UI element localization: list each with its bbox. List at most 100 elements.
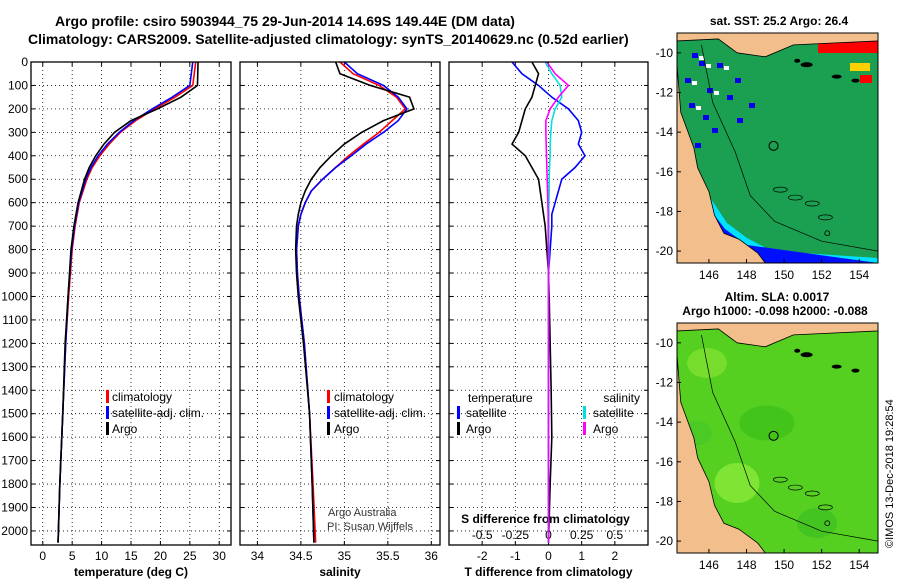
diff-legend-t-satellite: satellite — [466, 406, 507, 420]
reference-marker — [824, 230, 831, 237]
diff-legend-s-satellite: satellite — [593, 406, 634, 420]
land-queensland — [677, 64, 766, 263]
depth-tick-label: 1200 — [1, 336, 28, 350]
top-x-tick-label: 0.5 — [606, 528, 623, 542]
map-y-tick-label: -20 — [656, 534, 674, 548]
diff-legend-t-argo: Argo — [466, 422, 492, 436]
sal-legend: climatology satellite-adj. clim. Argo — [327, 390, 426, 436]
salinity-panel: 34 34.5 35 35.5 36 salinity — [239, 61, 441, 579]
depth-tick-label: 1800 — [1, 477, 28, 491]
map-y-tick-label: -16 — [656, 165, 674, 179]
map-x-tick-label: 152 — [812, 558, 832, 572]
temperature-panel: 0100200300400500600700800900100011001200… — [1, 55, 232, 579]
sla-map-title2: Argo h1000: -0.098 h2000: -0.088 — [682, 304, 868, 318]
map-y-tick-label: -16 — [656, 455, 674, 469]
depth-tick-label: 1300 — [1, 360, 28, 374]
data-gap-pixel — [692, 81, 697, 85]
legend-argo-swatch — [327, 422, 330, 435]
map-content — [677, 323, 878, 553]
temp-legend-climatology: climatology — [112, 390, 172, 404]
map-x-tick-label: 146 — [699, 558, 719, 572]
depth-tick-label: 500 — [8, 172, 28, 186]
data-gap-pixel — [749, 103, 755, 108]
difference-panel: -2 -1 0 1 2-0.5 -0.25 0 0.25 0.5S difference fro… — [448, 61, 649, 579]
map-frame — [676, 32, 879, 264]
series-line-s-satellite — [544, 61, 563, 543]
reef-contour — [818, 214, 833, 221]
island — [831, 74, 842, 79]
x-tick-label: 15 — [124, 549, 138, 563]
header-line2: Climatology: CARS2009. Satellite-adjuste… — [28, 31, 629, 47]
reef-contour — [787, 194, 803, 201]
x-axis-label: salinity — [319, 565, 361, 579]
series-line-t-argo — [511, 61, 553, 543]
depth-tick-label: 1600 — [1, 430, 28, 444]
header-line1: Argo profile: csiro 5903944_75 29-Jun-20… — [55, 13, 515, 29]
data-gap-pixel — [712, 128, 718, 133]
data-gap-pixel — [699, 61, 705, 66]
depth-tick-label: 700 — [8, 219, 28, 233]
reef-contour — [772, 186, 788, 193]
depth-tick-label: 2000 — [1, 524, 28, 538]
map-x-tick-label: 154 — [849, 268, 869, 282]
map-y-tick-label: -20 — [656, 244, 674, 258]
data-gap-pixel — [706, 64, 711, 68]
reef-contour — [804, 200, 820, 207]
sal-legend-climatology: climatology — [334, 390, 394, 404]
data-gap-pixel — [714, 91, 719, 95]
depth-tick-label: 1900 — [1, 500, 28, 514]
map-x-tick-label: 148 — [736, 268, 756, 282]
sla-map: 146 148 150 152 154 -10 -12 -14 -16 -18 -20 — [656, 322, 879, 572]
map-content — [677, 33, 878, 263]
series-line-satellite-adj-clim- — [295, 61, 408, 543]
data-gap-pixel — [699, 56, 704, 60]
depth-tick-label: 400 — [8, 149, 28, 163]
island — [851, 78, 860, 83]
island — [800, 62, 813, 68]
island — [851, 368, 860, 373]
argo-float-marker — [768, 430, 779, 441]
credit-line2: PI: Susan Wijffels — [327, 521, 413, 533]
series-line-satellite-adj-clim- — [57, 61, 194, 543]
series-line-climatology — [295, 61, 407, 543]
data-gap-pixel — [685, 78, 691, 83]
legend-argo-swatch — [106, 422, 109, 435]
x-tick-label: 35 — [338, 549, 352, 563]
reef-contour — [787, 484, 803, 491]
map-x-tick-label: 150 — [774, 268, 794, 282]
data-gap-pixel — [737, 118, 743, 123]
map-x-tick-label: 150 — [774, 558, 794, 572]
x-tick-label: 1 — [578, 549, 585, 563]
diff-legend-salinity-title: salinity — [603, 391, 640, 405]
plot-frame — [448, 61, 649, 546]
x-tick-label: -2 — [477, 549, 488, 563]
sla-patch — [797, 508, 837, 538]
depth-contour — [701, 44, 878, 252]
depth-tick-label: 100 — [8, 78, 28, 92]
sla-patch — [739, 405, 795, 441]
map-y-tick-label: -10 — [656, 336, 674, 350]
land-png — [677, 33, 878, 58]
map-y-tick-label: -18 — [656, 204, 674, 218]
diff-legend: temperature satellite Argo salinity sate… — [457, 391, 640, 436]
diff-legend-temperature-title: temperature — [468, 391, 533, 405]
reef-contour — [818, 504, 833, 511]
top-x-tick-label: -0.5 — [472, 528, 493, 542]
series-line-climatology — [57, 61, 197, 543]
x-tick-label: 34.5 — [289, 549, 313, 563]
x-tick-label: 34 — [251, 549, 265, 563]
legend-climatology-swatch — [106, 390, 109, 403]
depth-tick-label: 1000 — [1, 289, 28, 303]
x-axis-label: temperature (deg C) — [74, 565, 188, 579]
map-x-tick-label: 146 — [699, 268, 719, 282]
reef-contour — [804, 490, 820, 497]
sla-patch — [714, 463, 760, 503]
reef-contour — [772, 476, 788, 483]
legend-s-satellite-swatch — [583, 406, 586, 419]
legend-climatology-swatch — [327, 390, 330, 403]
map-y-tick-label: -14 — [656, 415, 674, 429]
series-line-s-argo — [545, 61, 570, 543]
x-tick-label: 36 — [425, 549, 439, 563]
map-x-tick-label: 148 — [736, 558, 756, 572]
